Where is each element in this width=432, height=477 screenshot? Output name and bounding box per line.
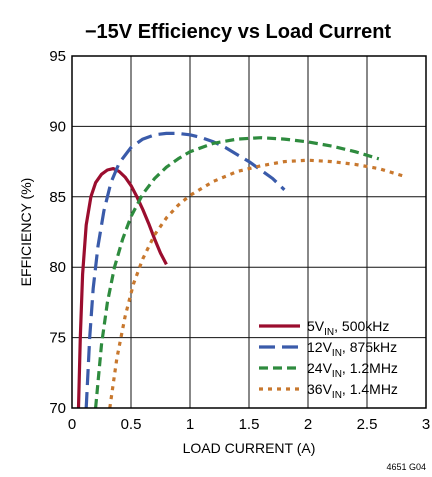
y-tick-label: 90 [49,118,66,135]
y-axis-label: EFFICIENCY (%) [18,178,34,287]
y-tick-label: 80 [49,259,66,276]
series-lines [76,131,403,409]
grid [72,56,426,408]
series-line-2 [84,131,286,409]
series-line-3 [94,136,380,409]
y-tick-label: 75 [49,330,66,347]
x-tick-label: 1.5 [239,416,260,433]
x-axis-label: LOAD CURRENT (A) [183,440,316,456]
series-line-4 [108,158,403,409]
x-tick-label: 0.5 [121,416,142,433]
legend-label-1: 5VIN, 500kHz [307,318,389,338]
x-tick-label: 1 [186,416,194,433]
y-tick-labels: 70 75 80 85 90 95 [49,48,66,417]
figure-footnote: 4651 G04 [386,462,426,472]
legend-label-3: 24VIN, 1.2MHz [307,360,398,380]
x-tick-label: 0 [68,416,76,433]
y-tick-label: 85 [49,189,66,206]
y-tick-label: 95 [49,48,66,65]
y-tick-label: 70 [49,400,66,417]
plot-frame [71,55,427,409]
x-tick-label: 2.5 [357,416,378,433]
legend-label-2: 12VIN, 875kHz [307,339,397,359]
x-tick-label: 2 [304,416,312,433]
chart-title: −15V Efficiency vs Load Current [85,21,392,43]
x-tick-labels: 0 0.5 1 1.5 2 2.5 3 [68,416,430,433]
legend-label-4: 36VIN, 1.4MHz [307,381,398,401]
x-tick-label: 3 [422,416,430,433]
